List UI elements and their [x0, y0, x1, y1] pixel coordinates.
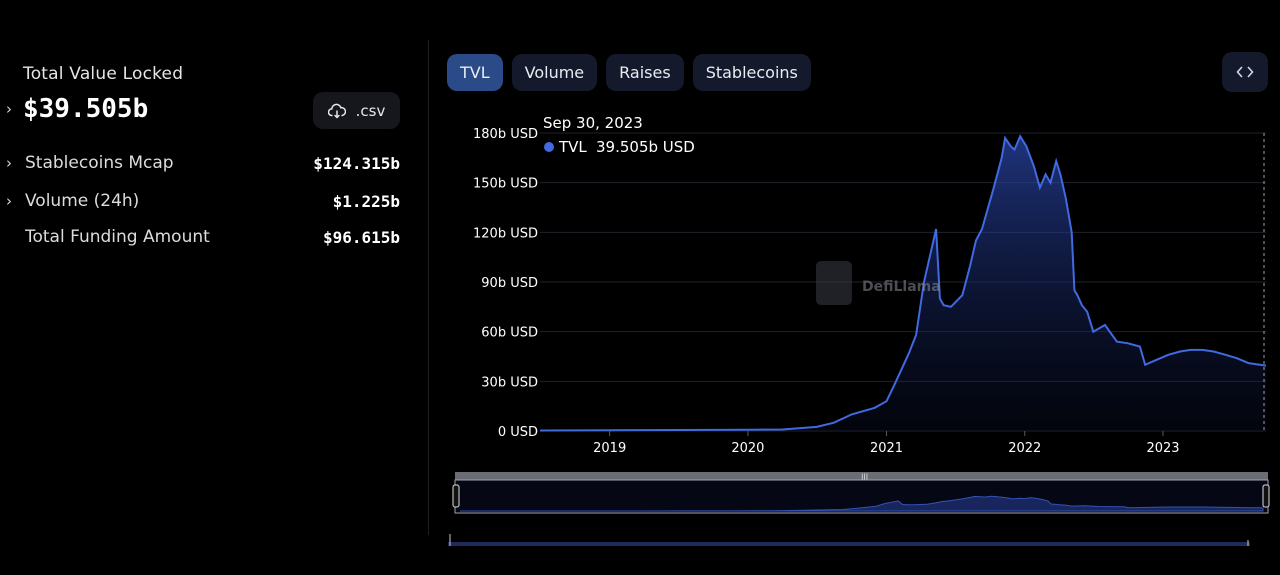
tab-tvl[interactable]: TVL — [447, 54, 503, 91]
tvl-label: Total Value Locked — [23, 64, 184, 84]
secondary-scroll-handles[interactable] — [449, 534, 1249, 546]
download-csv-button[interactable]: .csv — [313, 92, 400, 129]
tvl-series-line — [539, 134, 1267, 432]
metric-stablecoins-mcap[interactable]: › Stablecoins Mcap $124.315b — [6, 153, 400, 173]
x-tick-label: 2020 — [731, 441, 764, 456]
csv-label: .csv — [355, 101, 386, 120]
metric-label: Volume (24h) — [25, 191, 140, 211]
watermark-text: DefiLlama — [862, 279, 941, 295]
y-tick-label: 0 USD — [498, 425, 538, 440]
metric-total-funding: Total Funding Amount $96.615b — [6, 227, 400, 247]
tab-volume[interactable]: Volume — [511, 54, 598, 91]
navigator-left-handle[interactable] — [452, 484, 460, 508]
tooltip: Sep 30, 2023 TVL 39.505b USD — [543, 114, 695, 156]
tab-raises[interactable]: Raises — [606, 54, 684, 91]
x-tick-label: 2023 — [1146, 441, 1179, 456]
watermark: DefiLlama — [816, 261, 941, 305]
metric-value: $1.225b — [332, 191, 400, 211]
y-tick-label: 120b USD — [473, 226, 538, 241]
x-axis: 2019 2020 2021 2022 2023 — [593, 431, 1180, 456]
chevron-right-icon: › — [6, 100, 12, 118]
tooltip-series-name: TVL — [558, 138, 587, 156]
metric-value: $96.615b — [322, 227, 400, 247]
tab-stablecoins[interactable]: Stablecoins — [692, 54, 811, 91]
x-tick-label: 2022 — [1008, 441, 1041, 456]
navigator-series — [460, 495, 1264, 512]
y-tick-label: 90b USD — [481, 276, 538, 291]
grid-lines — [540, 132, 1266, 432]
tvl-value: $39.505b — [23, 94, 149, 124]
x-tick-label: 2019 — [593, 441, 626, 456]
y-tick-label: 150b USD — [473, 177, 538, 192]
embed-button[interactable] — [1222, 52, 1268, 92]
tvl-series-area — [540, 136, 1266, 432]
code-brackets-icon — [1236, 66, 1254, 78]
metric-label: Stablecoins Mcap — [25, 153, 174, 173]
chevron-right-icon: › — [6, 154, 12, 172]
y-tick-label: 30b USD — [481, 375, 538, 390]
y-tick-label: 60b USD — [481, 326, 538, 341]
y-tick-label: 180b USD — [473, 127, 538, 142]
tooltip-value: 39.505b USD — [596, 138, 695, 156]
tooltip-series-dot — [544, 142, 554, 152]
tvl-row[interactable]: › $39.505b — [6, 94, 148, 124]
x-tick-label: 2021 — [870, 441, 903, 456]
range-navigator[interactable]: ||| — [448, 472, 1270, 546]
chart-tabs: TVL Volume Raises Stablecoins — [447, 54, 811, 91]
panel-divider — [428, 40, 429, 535]
secondary-scroll-track[interactable] — [448, 542, 1250, 546]
defillama-logo — [816, 261, 852, 305]
navigator-right-handle[interactable] — [1262, 484, 1270, 508]
navigator-grip[interactable]: ||| — [861, 473, 868, 481]
download-icon — [327, 103, 346, 119]
chevron-right-icon: › — [6, 192, 12, 210]
y-axis: 0 USD 30b USD 60b USD 90b USD 120b USD 150b U… — [473, 127, 538, 440]
summary-panel: Total Value Locked › $39.505b .csv › Sta… — [0, 36, 418, 575]
metric-volume-24h[interactable]: › Volume (24h) $1.225b — [6, 191, 400, 211]
metric-label: Total Funding Amount — [25, 227, 210, 247]
tvl-chart[interactable]: 0 USD 30b USD 60b USD 90b USD 120b USD 150b U… — [430, 100, 1280, 560]
navigator-bar[interactable] — [455, 472, 1268, 480]
metric-value: $124.315b — [313, 153, 400, 173]
tooltip-date: Sep 30, 2023 — [543, 114, 643, 132]
